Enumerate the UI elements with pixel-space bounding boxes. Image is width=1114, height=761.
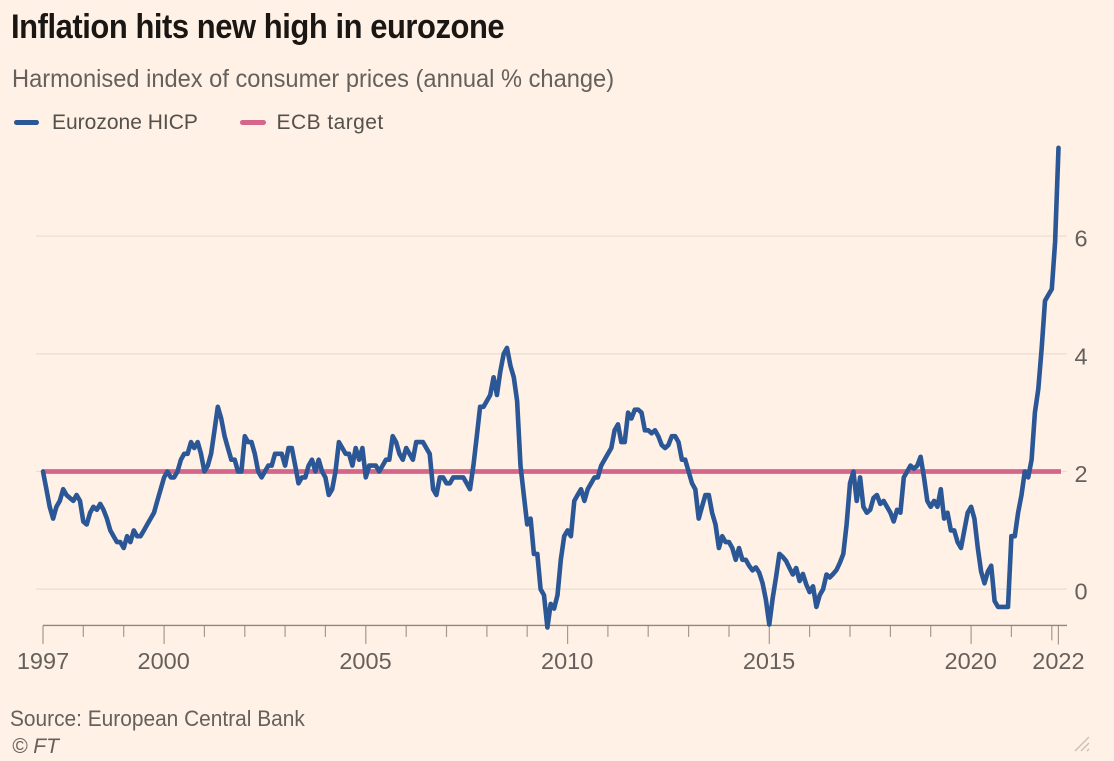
svg-text:2010: 2010 [541,648,593,674]
svg-text:2005: 2005 [339,648,391,674]
svg-text:2022: 2022 [1032,648,1084,674]
svg-text:6: 6 [1075,226,1088,252]
svg-text:2000: 2000 [138,648,190,674]
svg-text:2: 2 [1075,461,1088,487]
svg-text:1997: 1997 [17,648,69,674]
svg-text:2020: 2020 [945,648,997,674]
svg-text:4: 4 [1075,343,1088,369]
svg-text:0: 0 [1075,579,1088,605]
svg-text:2015: 2015 [743,648,795,674]
